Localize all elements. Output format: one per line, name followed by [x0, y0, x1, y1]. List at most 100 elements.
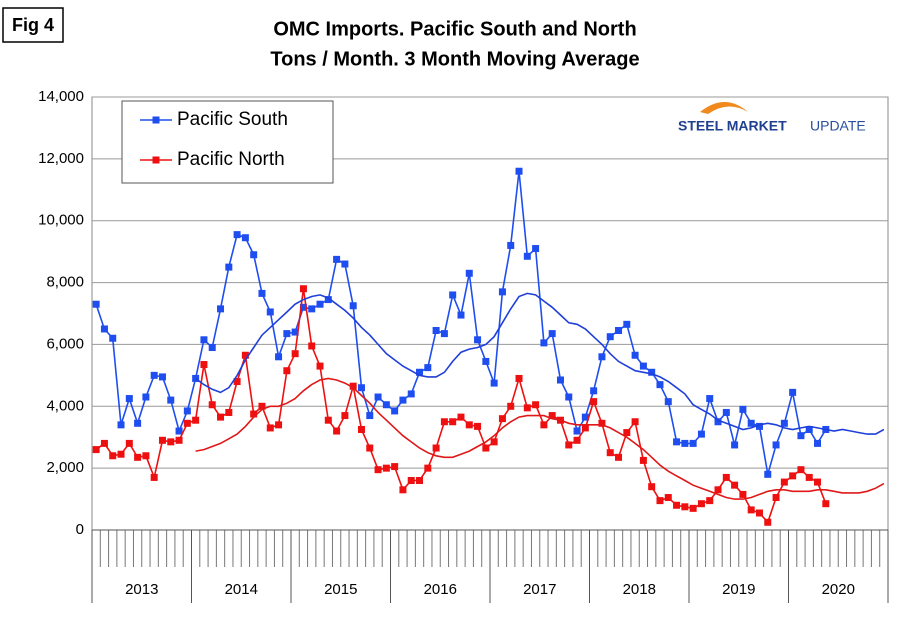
- marker: [200, 361, 208, 369]
- marker: [805, 473, 813, 481]
- marker: [92, 300, 100, 308]
- marker: [432, 327, 440, 335]
- y-tick-label: 4,000: [46, 397, 84, 414]
- marker: [233, 378, 241, 386]
- logo-text: UPDATE: [810, 118, 866, 134]
- marker: [217, 305, 225, 313]
- marker: [109, 334, 117, 342]
- grid: 0 2,000 4,000 6,000 8,000 10,000 12,000 14,000: [38, 88, 888, 538]
- marker: [134, 453, 142, 461]
- marker: [664, 398, 672, 406]
- x-group-label: 2017: [523, 581, 556, 598]
- marker: [764, 470, 772, 478]
- marker: [391, 407, 399, 415]
- marker: [357, 425, 365, 433]
- marker: [648, 483, 656, 491]
- marker: [656, 381, 664, 389]
- marker: [183, 407, 191, 415]
- marker: [780, 419, 788, 427]
- marker: [532, 245, 540, 253]
- marker: [814, 478, 822, 486]
- marker: [308, 305, 316, 313]
- marker: [200, 336, 208, 344]
- marker: [299, 303, 307, 311]
- marker: [490, 379, 498, 387]
- marker: [697, 500, 705, 508]
- marker: [731, 441, 739, 449]
- marker: [673, 438, 681, 446]
- marker: [747, 506, 755, 514]
- x-axis: 2013 2014 2015 2016 2017 2018 2019 2020: [91, 529, 889, 603]
- marker: [333, 427, 341, 435]
- marker: [565, 393, 573, 401]
- marker: [780, 478, 788, 486]
- marker: [523, 252, 531, 260]
- marker: [606, 333, 614, 341]
- marker: [590, 387, 598, 395]
- marker: [208, 401, 216, 409]
- marker: [689, 504, 697, 512]
- marker: [548, 330, 556, 338]
- marker: [324, 296, 332, 304]
- y-tick-label: 2,000: [46, 459, 84, 476]
- marker: [283, 367, 291, 375]
- marker: [656, 497, 664, 505]
- marker: [540, 339, 548, 347]
- legend-box: [121, 100, 334, 184]
- marker: [482, 444, 490, 452]
- marker: [631, 351, 639, 359]
- marker: [291, 328, 299, 336]
- marker: [258, 402, 266, 410]
- marker: [615, 327, 623, 335]
- marker: [192, 416, 200, 424]
- marker: [341, 260, 349, 268]
- y-tick-label: 0: [76, 521, 84, 538]
- marker: [747, 419, 755, 427]
- marker: [440, 330, 448, 338]
- marker: [283, 330, 291, 338]
- marker: [416, 368, 424, 376]
- marker: [225, 408, 233, 416]
- marker: [498, 288, 506, 296]
- marker: [109, 452, 117, 460]
- marker: [291, 350, 299, 358]
- marker: [457, 413, 465, 421]
- marker: [117, 450, 125, 458]
- marker: [299, 285, 307, 293]
- marker: [581, 413, 589, 421]
- marker: [789, 472, 797, 480]
- marker: [424, 464, 432, 472]
- marker: [217, 413, 225, 421]
- marker: [167, 396, 175, 404]
- marker: [772, 494, 780, 502]
- marker: [374, 393, 382, 401]
- marker: [532, 401, 540, 409]
- marker: [523, 404, 531, 412]
- marker: [275, 421, 283, 429]
- marker: [615, 453, 623, 461]
- marker: [797, 432, 805, 440]
- marker: [673, 501, 681, 509]
- marker: [175, 427, 183, 435]
- marker: [681, 439, 689, 447]
- marker: [598, 419, 606, 427]
- marker: [631, 418, 639, 426]
- marker: [722, 408, 730, 416]
- marker: [407, 477, 415, 485]
- marker: [250, 251, 258, 259]
- marker: [266, 308, 274, 316]
- marker: [814, 439, 822, 447]
- marker: [150, 371, 158, 379]
- y-tick-label: 6,000: [46, 335, 84, 352]
- marker: [822, 500, 830, 508]
- y-tick-label: 10,000: [38, 212, 84, 229]
- marker: [556, 376, 564, 384]
- marker: [333, 255, 341, 263]
- marker: [540, 421, 548, 429]
- marker: [349, 302, 357, 310]
- marker: [449, 418, 457, 426]
- marker: [755, 509, 763, 517]
- marker: [150, 473, 158, 481]
- marker: [598, 353, 606, 361]
